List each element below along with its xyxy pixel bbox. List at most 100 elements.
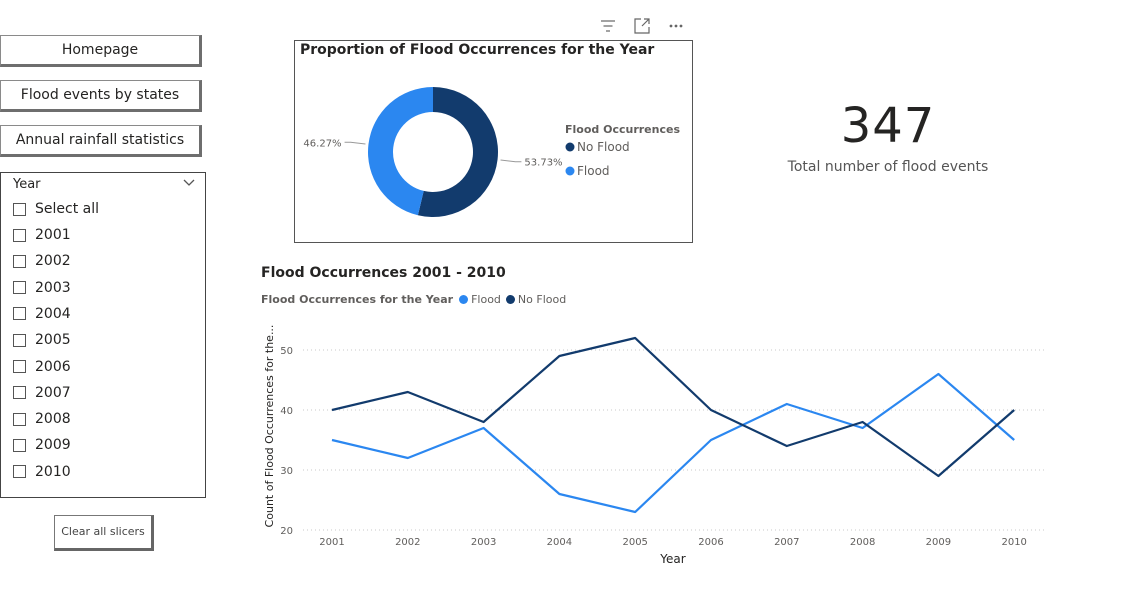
data-point-flood — [331, 439, 333, 441]
data-point-flood — [407, 457, 409, 459]
donut-chart-card: Proportion of Flood Occurrences for the … — [294, 40, 693, 243]
data-point-no-flood — [634, 337, 636, 339]
data-point-flood — [710, 439, 712, 441]
slicer-option-2007[interactable]: 2007 — [13, 383, 71, 403]
legend-label: Flood — [471, 293, 501, 306]
donut-legend-label: No Flood — [577, 140, 630, 154]
slicer-option-label: 2008 — [35, 411, 71, 428]
y-tick-label: 30 — [280, 466, 293, 477]
data-point-no-flood — [1013, 409, 1015, 411]
slicer-option-2002[interactable]: 2002 — [13, 251, 71, 271]
data-point-flood — [861, 427, 863, 429]
y-tick-label: 20 — [280, 526, 293, 537]
slicer-option-label: 2007 — [35, 384, 71, 401]
data-point-no-flood — [861, 421, 863, 423]
data-point-no-flood — [558, 355, 560, 357]
filter-icon[interactable] — [598, 16, 618, 36]
checkbox[interactable] — [13, 360, 26, 373]
chevron-down-icon[interactable] — [181, 175, 197, 191]
checkbox[interactable] — [13, 386, 26, 400]
data-point-no-flood — [786, 445, 788, 447]
checkbox[interactable] — [13, 465, 26, 479]
donut-legend-dot — [565, 166, 575, 176]
homepage-button[interactable]: Homepage — [0, 35, 202, 67]
flood-events-by-states-button[interactable]: Flood events by states — [0, 80, 202, 112]
data-point-flood — [634, 511, 636, 513]
donut-slice-flood — [368, 87, 433, 216]
donut-slice-no-flood — [417, 87, 498, 217]
data-point-no-flood — [407, 391, 409, 393]
slicer-option-select-all[interactable]: Select all — [13, 199, 99, 219]
slicer-option-2006[interactable]: 2006 — [13, 357, 71, 377]
clear-all-slicers-button[interactable]: Clear all slicers — [54, 515, 154, 551]
checkbox[interactable] — [13, 438, 26, 452]
checkbox[interactable] — [13, 333, 26, 347]
data-point-flood — [558, 493, 560, 495]
slicer-option-2001[interactable]: 2001 — [13, 225, 71, 245]
x-tick-label: 2007 — [774, 537, 799, 548]
data-point-no-flood — [710, 409, 712, 411]
legend-title: Flood Occurrences for the Year — [261, 293, 454, 306]
x-tick-label: 2003 — [471, 537, 496, 548]
donut-chart-title: Proportion of Flood Occurrences for the … — [300, 42, 655, 58]
y-tick-label: 50 — [280, 346, 293, 357]
x-tick-label: 2009 — [926, 537, 951, 548]
legend-item-flood[interactable]: Flood — [459, 293, 501, 306]
slicer-option-2009[interactable]: 2009 — [13, 435, 71, 455]
donut-leader-line — [344, 141, 366, 145]
checkbox[interactable] — [13, 202, 26, 216]
x-tick-label: 2004 — [547, 537, 572, 548]
series-line-flood — [331, 372, 1015, 514]
checkbox[interactable] — [13, 228, 26, 242]
data-point-no-flood — [482, 421, 484, 423]
slicer-option-2003[interactable]: 2003 — [13, 278, 71, 298]
x-tick-label: 2002 — [395, 537, 420, 548]
slicer-title: Year — [13, 177, 41, 192]
x-tick-label: 2008 — [850, 537, 875, 548]
slicer-option-label: 2004 — [35, 305, 71, 322]
data-point-flood — [937, 373, 939, 375]
line-chart: 20 30 40 50 2001 2002 2003 2004 2005 2006 2007 2008… — [263, 325, 1045, 566]
x-axis-title: Year — [659, 552, 685, 566]
x-tick-label: 2005 — [622, 537, 647, 548]
kpi-label: Total number of flood events — [787, 159, 989, 175]
x-tick-label: 2006 — [698, 537, 723, 548]
slicer-option-label: 2010 — [35, 463, 71, 480]
donut-legend-label: Flood — [577, 164, 610, 178]
donut-data-label: 46.27% — [303, 138, 341, 149]
legend-item-no-flood[interactable]: No Flood — [505, 293, 567, 306]
donut-leader-line — [500, 159, 522, 163]
donut-chart: 53.73% 46.27% Flood Occurrences No Flood Flo… — [303, 87, 680, 217]
donut-data-label: 53.73% — [524, 158, 562, 169]
slicer-option-2008[interactable]: 2008 — [13, 409, 71, 429]
donut-legend-dot — [565, 142, 575, 152]
slicer-option-2004[interactable]: 2004 — [13, 304, 71, 324]
checkbox[interactable] — [13, 412, 26, 426]
slicer-option-label: 2002 — [35, 253, 71, 270]
data-point-flood — [786, 403, 788, 405]
legend-dot — [505, 295, 515, 304]
data-point-flood — [482, 427, 484, 429]
data-point-no-flood — [937, 475, 939, 477]
slicer-option-label: Select all — [35, 201, 99, 217]
legend-dot — [459, 295, 469, 304]
checkbox[interactable] — [13, 281, 26, 295]
legend-label: No Flood — [517, 293, 567, 306]
slicer-option-2010[interactable]: 2010 — [13, 462, 71, 482]
annual-rainfall-statistics-button[interactable]: Annual rainfall statistics — [0, 125, 202, 157]
slicer-option-label: 2006 — [35, 358, 71, 375]
slicer-option-label: 2003 — [35, 279, 71, 296]
series-line-no-flood — [331, 336, 1015, 478]
data-point-no-flood — [331, 409, 333, 411]
kpi-value: 347 — [840, 98, 936, 154]
more-options-icon[interactable] — [666, 16, 686, 36]
slicer-option-2005[interactable]: 2005 — [13, 330, 71, 350]
checkbox[interactable] — [13, 254, 26, 268]
slicer-option-label: 2001 — [35, 227, 71, 243]
y-tick-label: 40 — [280, 406, 293, 417]
slicer-option-label: 2009 — [35, 437, 71, 454]
year-slicer: Year Select all 2001 2002 2003 2004 2005 2006… — [0, 172, 206, 498]
checkbox[interactable] — [13, 307, 26, 321]
focus-mode-icon[interactable] — [632, 16, 652, 36]
line-chart-legend: Flood Occurrences for the Year Flood No … — [261, 293, 571, 306]
